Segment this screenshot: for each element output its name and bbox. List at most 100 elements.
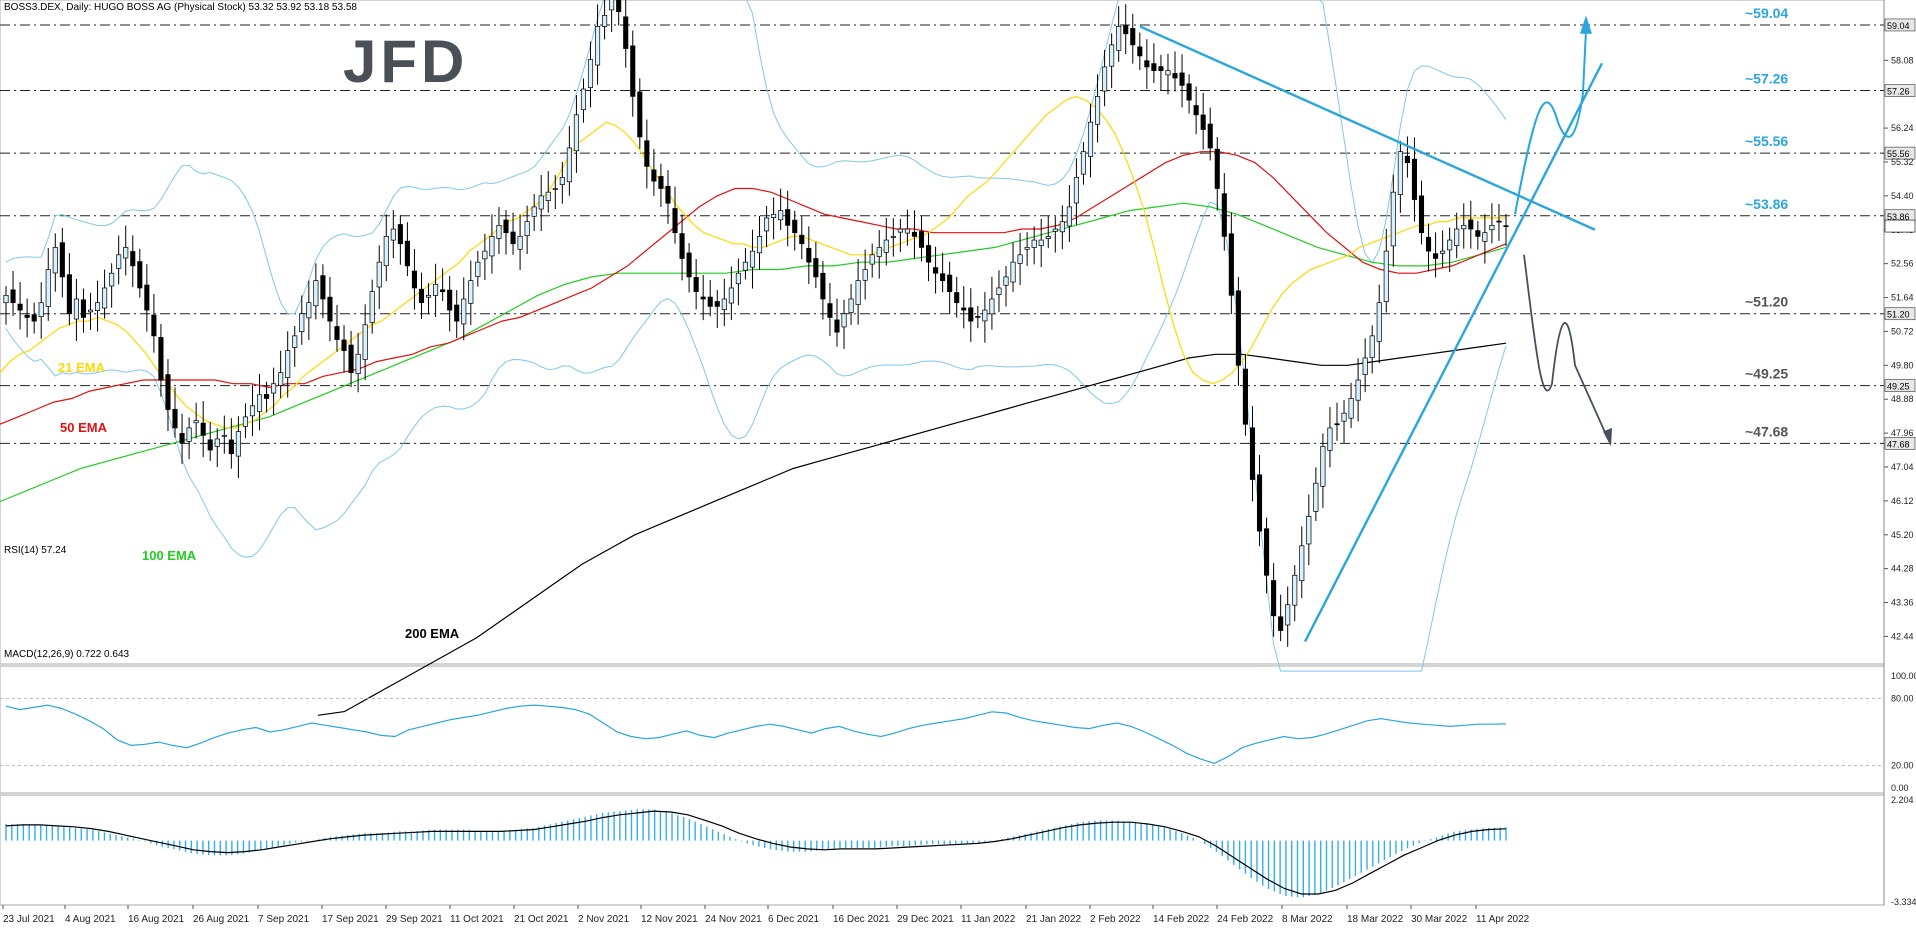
candle-bullish	[1010, 261, 1016, 283]
candle-bearish	[1475, 230, 1481, 237]
price-tick-label: 52.56	[1891, 259, 1914, 269]
candle-bullish	[587, 59, 594, 88]
candle-bearish	[165, 374, 171, 410]
candle-bullish	[1355, 379, 1361, 401]
candle-bullish	[1489, 224, 1495, 231]
bullish-scenario-arrow	[1514, 30, 1587, 215]
candle-bullish	[1447, 239, 1453, 251]
price-tick-label: 54.40	[1891, 191, 1914, 201]
candle-bullish	[482, 250, 488, 260]
candle-bearish	[975, 316, 981, 318]
candle-bullish	[1341, 412, 1347, 422]
candle-bullish	[869, 254, 875, 265]
candle-bearish	[1256, 474, 1263, 532]
time-axis-labels: 23 Jul 2021 4 Aug 2021 16 Aug 2021 26 Aug 2…	[2, 905, 1530, 925]
candle-bearish	[1151, 63, 1157, 71]
candle-bullish	[1440, 250, 1446, 254]
level-price-tag-text: 49.25	[1887, 382, 1910, 392]
candle-bearish	[1468, 219, 1474, 230]
candle-bearish	[348, 344, 354, 374]
macd-tick-label: 2.204	[1891, 795, 1914, 805]
candle-bullish	[1003, 276, 1009, 286]
macd-panel: 2.204 -3.334	[5, 795, 1916, 907]
candle-bearish	[961, 307, 967, 311]
candle-bearish	[1418, 195, 1425, 234]
candle-bearish	[925, 245, 932, 263]
candle-bearish	[651, 169, 657, 182]
candle-bearish	[151, 314, 157, 337]
candle-bullish	[1059, 221, 1065, 233]
candle-bullish	[313, 280, 319, 307]
candle-bearish	[672, 208, 678, 234]
candle-bearish	[616, 0, 622, 13]
time-tick-label: 8 Mar 2022	[1282, 914, 1333, 925]
candle-bearish	[1207, 123, 1213, 149]
candle-bearish	[66, 274, 72, 315]
bullish-arrowhead	[1580, 15, 1592, 34]
candle-bullish	[468, 280, 474, 304]
candle-bullish	[1080, 151, 1087, 175]
time-tick-label: 24 Feb 2022	[1217, 914, 1274, 925]
candle-bearish	[813, 258, 819, 278]
candle-bullish	[1327, 427, 1333, 451]
candle-bearish	[630, 45, 636, 97]
candle-bearish	[228, 439, 234, 455]
level-price-tag-text: 51.20	[1887, 310, 1910, 320]
candle-bullish	[545, 191, 551, 201]
candle-bearish	[1144, 60, 1150, 68]
candle-bearish	[968, 307, 974, 322]
time-tick-label: 26 Aug 2021	[193, 914, 250, 925]
bollinger-upper	[5, 0, 1507, 315]
level-price-tag-text: 55.56	[1887, 149, 1910, 159]
candle-bearish	[447, 289, 453, 311]
candle-bullish	[552, 188, 558, 190]
candle-bearish	[10, 289, 16, 304]
candle-bearish	[707, 296, 713, 307]
time-tick-label: 29 Sep 2021	[386, 914, 443, 925]
time-tick-label: 11 Apr 2022	[1476, 914, 1530, 925]
candle-bullish	[1038, 239, 1044, 246]
time-tick-label: 6 Dec 2021	[768, 914, 820, 925]
candle-bearish	[1249, 427, 1256, 480]
candle-bearish	[1172, 73, 1178, 79]
candle-bearish	[1158, 66, 1164, 71]
candle-bullish	[1299, 545, 1305, 582]
level-label: ~53.86	[1745, 196, 1788, 212]
price-tick-label: 51.64	[1891, 293, 1914, 303]
rsi-tick-label: 80.00	[1891, 693, 1914, 703]
candle-bullish	[376, 261, 382, 288]
candle-bullish	[461, 298, 467, 325]
candle-bullish	[369, 291, 375, 323]
candle-bullish	[1348, 398, 1354, 419]
jfd-logo: JFD	[343, 28, 468, 95]
candle-bullish	[1045, 236, 1051, 239]
candle-bearish	[911, 231, 918, 237]
candle-bullish	[1285, 604, 1291, 626]
candle-bearish	[637, 91, 643, 138]
candle-bullish	[890, 236, 896, 238]
candle-bearish	[658, 176, 664, 189]
candle-bearish	[693, 277, 699, 292]
price-tick-label: 50.72	[1891, 326, 1914, 336]
candle-bullish	[1024, 247, 1030, 250]
candle-bearish	[327, 296, 333, 322]
candle-bullish	[475, 261, 481, 277]
price-tick-label: 58.08	[1891, 55, 1914, 65]
candle-bullish	[1109, 44, 1115, 67]
price-tick-label: 47.04	[1891, 462, 1914, 472]
candle-bearish	[1137, 46, 1143, 57]
candle-bearish	[1228, 233, 1234, 296]
level-label: ~55.56	[1745, 133, 1788, 149]
price-tick-label: 49.80	[1891, 360, 1914, 370]
candle-bearish	[1186, 83, 1192, 101]
candle-bullish	[594, 26, 601, 66]
level-price-tag-text: 47.68	[1887, 439, 1910, 449]
candle-bearish	[954, 292, 960, 304]
candle-bearish	[1425, 236, 1432, 252]
candle-bearish	[503, 219, 509, 234]
rsi-line	[5, 704, 1507, 765]
time-tick-label: 16 Aug 2021	[128, 914, 185, 925]
candle-bearish	[158, 337, 164, 381]
candle-bullish	[193, 420, 199, 424]
